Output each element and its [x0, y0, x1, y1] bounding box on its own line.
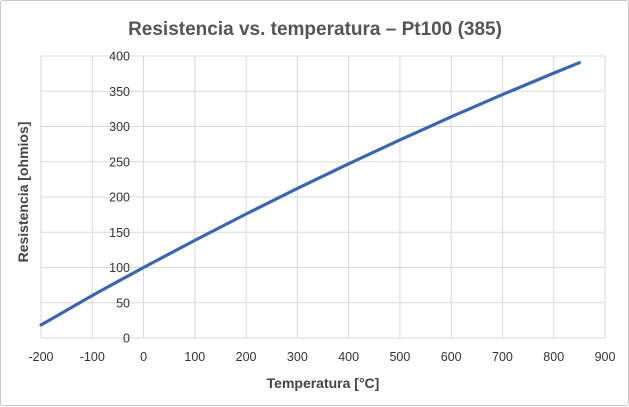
y-tick-label: 200: [109, 191, 130, 205]
x-tick-label: -100: [80, 350, 105, 364]
y-tick-label: 0: [123, 332, 130, 346]
x-tick-label: 500: [389, 350, 410, 364]
y-tick-label: 350: [109, 85, 130, 99]
y-tick-label: 150: [109, 226, 130, 240]
x-tick-label: 100: [184, 350, 205, 364]
y-tick-label: 250: [109, 155, 130, 169]
x-tick-label: 600: [441, 350, 462, 364]
series-layer: [39, 61, 581, 327]
series-line: [39, 61, 581, 327]
x-tick-label: 900: [595, 350, 616, 364]
x-axis-title: Temperatura [°C]: [267, 375, 380, 391]
y-axis-title: Resistencia [ohmios]: [15, 122, 31, 263]
x-tick-label: 800: [543, 350, 564, 364]
y-tick-label: 400: [109, 50, 130, 64]
x-tick-label: -200: [28, 350, 53, 364]
y-axis-ticks: 0 50 100 150 200 250 300 350 400: [109, 50, 130, 346]
x-tick-label: 400: [338, 350, 359, 364]
x-tick-label: 200: [236, 350, 257, 364]
y-tick-label: 100: [109, 261, 130, 275]
x-tick-label: 300: [287, 350, 308, 364]
x-tick-label: 0: [140, 350, 147, 364]
x-tick-label: 700: [492, 350, 513, 364]
y-tick-label: 300: [109, 120, 130, 134]
x-axis-ticks: -200 -100 0 100 200 300 400 500 600 700 800 900: [28, 350, 615, 364]
y-tick-label: 50: [116, 296, 130, 310]
gridlines: [40, 55, 606, 339]
chart-title: Resistencia vs. temperatura – Pt100 (385…: [128, 19, 502, 40]
